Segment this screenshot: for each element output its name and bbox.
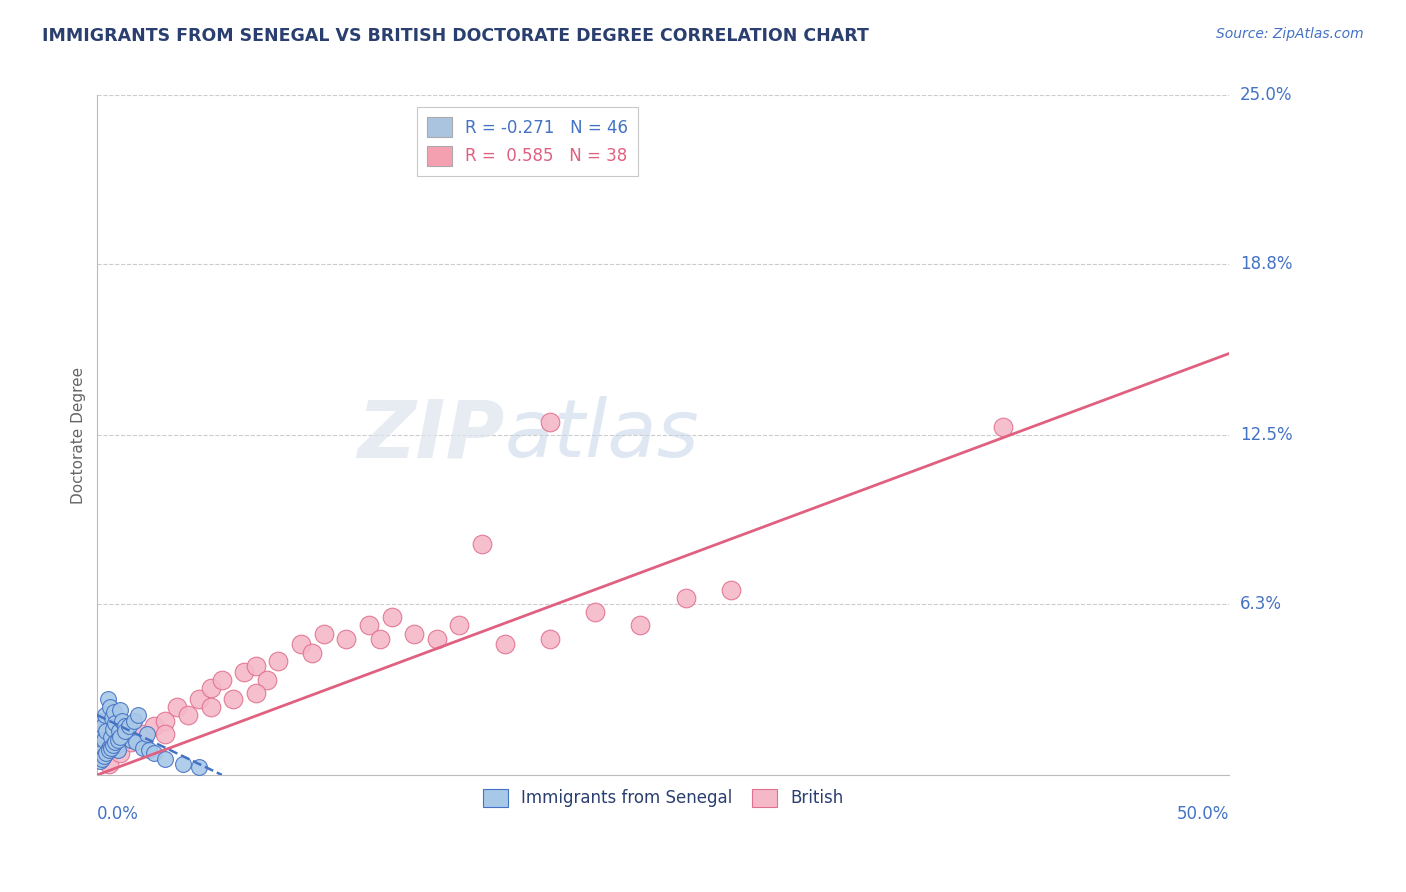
Point — [108, 703, 131, 717]
Point — [136, 727, 159, 741]
Legend: Immigrants from Senegal, British: Immigrants from Senegal, British — [475, 782, 851, 814]
Point — [105, 738, 128, 752]
Point — [630, 618, 652, 632]
Point — [301, 646, 323, 660]
Point — [93, 732, 115, 747]
Point — [91, 719, 114, 733]
Point — [245, 686, 267, 700]
Point — [107, 743, 129, 757]
Point — [93, 748, 115, 763]
Text: 18.8%: 18.8% — [1240, 255, 1292, 273]
Text: 12.5%: 12.5% — [1240, 426, 1292, 444]
Point — [114, 719, 136, 733]
Point — [104, 716, 127, 731]
Point — [357, 618, 380, 632]
Point — [245, 659, 267, 673]
Point — [100, 730, 122, 744]
Point — [312, 626, 335, 640]
Point — [96, 724, 118, 739]
Point — [155, 751, 177, 765]
Text: atlas: atlas — [505, 396, 699, 475]
Point — [107, 732, 129, 747]
Point — [114, 724, 136, 739]
Point — [100, 740, 122, 755]
Point — [177, 708, 200, 723]
Point — [494, 637, 516, 651]
Point — [104, 735, 127, 749]
Point — [103, 738, 125, 752]
Text: IMMIGRANTS FROM SENEGAL VS BRITISH DOCTORATE DEGREE CORRELATION CHART: IMMIGRANTS FROM SENEGAL VS BRITISH DOCTO… — [42, 27, 869, 45]
Point — [122, 714, 145, 728]
Point — [188, 691, 211, 706]
Point — [103, 722, 125, 736]
Point — [89, 746, 111, 760]
Point — [120, 732, 142, 747]
Point — [118, 719, 141, 733]
Point — [103, 706, 125, 720]
Point — [404, 626, 426, 640]
Point — [583, 605, 606, 619]
Point — [380, 610, 402, 624]
Point — [471, 537, 494, 551]
Text: 0.0%: 0.0% — [97, 805, 139, 823]
Point — [720, 583, 742, 598]
Point — [108, 746, 131, 760]
Point — [90, 714, 112, 728]
Point — [97, 757, 120, 772]
Point — [98, 700, 121, 714]
Point — [120, 735, 142, 749]
Point — [449, 618, 471, 632]
Point — [290, 637, 312, 651]
Point — [94, 708, 117, 723]
Text: 25.0%: 25.0% — [1240, 87, 1292, 104]
Point — [155, 727, 177, 741]
Point — [675, 591, 697, 606]
Point — [368, 632, 391, 646]
Point — [538, 632, 561, 646]
Point — [172, 757, 194, 772]
Point — [155, 714, 177, 728]
Point — [335, 632, 357, 646]
Point — [115, 727, 138, 741]
Point — [426, 632, 449, 646]
Point — [108, 730, 131, 744]
Point — [131, 727, 153, 741]
Point — [142, 719, 165, 733]
Text: ZIP: ZIP — [357, 396, 505, 475]
Point — [200, 700, 222, 714]
Point — [200, 681, 222, 695]
Point — [267, 654, 290, 668]
Point — [96, 691, 118, 706]
Point — [90, 727, 112, 741]
Point — [127, 708, 149, 723]
Text: 6.3%: 6.3% — [1240, 595, 1282, 613]
Point — [125, 735, 148, 749]
Point — [211, 673, 233, 687]
Point — [89, 755, 111, 769]
Point — [222, 691, 245, 706]
Point — [97, 740, 120, 755]
Point — [538, 415, 561, 429]
Text: 50.0%: 50.0% — [1177, 805, 1229, 823]
Point — [108, 724, 131, 739]
Point — [991, 420, 1014, 434]
Y-axis label: Doctorate Degree: Doctorate Degree — [72, 367, 86, 504]
Point — [111, 714, 134, 728]
Point — [138, 743, 160, 757]
Point — [101, 711, 124, 725]
Point — [166, 700, 188, 714]
Point — [233, 665, 256, 679]
Point — [90, 751, 112, 765]
Point — [188, 760, 211, 774]
Point — [131, 740, 153, 755]
Point — [256, 673, 278, 687]
Point — [142, 746, 165, 760]
Point — [87, 735, 110, 749]
Point — [97, 743, 120, 757]
Text: Source: ZipAtlas.com: Source: ZipAtlas.com — [1216, 27, 1364, 41]
Point — [96, 746, 118, 760]
